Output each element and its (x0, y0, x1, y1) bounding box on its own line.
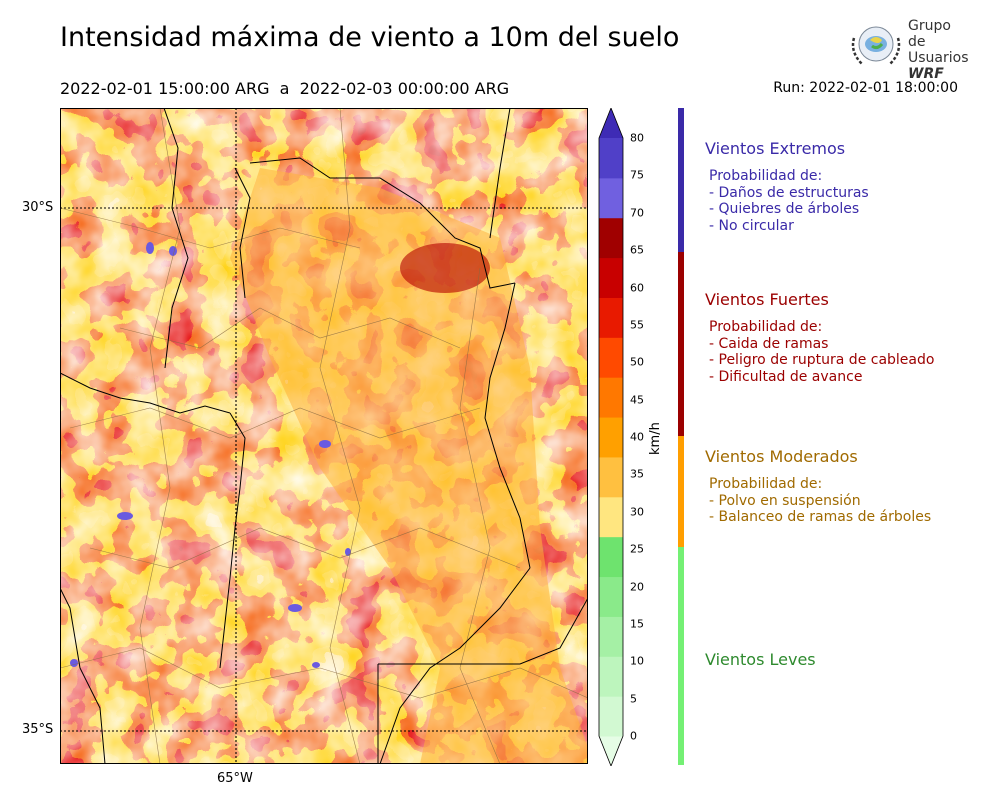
forecast-period: 2022-02-01 15:00:00 ARG a 2022-02-03 00:… (60, 79, 510, 98)
category-title: Vientos Fuertes (705, 290, 829, 309)
colorbar (598, 108, 624, 766)
colorbar-segment (599, 616, 623, 657)
category-color-bar (678, 547, 684, 765)
colorbar-tick-label: 15 (630, 617, 644, 631)
category-color-bar (678, 252, 684, 436)
logo-line-1: Grupo de (908, 18, 951, 50)
wind-category: Vientos Fuertes Probabilidad de: - Caida d… (705, 290, 985, 385)
colorbar-segment (599, 696, 623, 737)
wind-category: Vientos Leves (705, 650, 985, 679)
colorbar-tick-label: 50 (630, 355, 644, 369)
colorbar-segment (599, 217, 623, 259)
category-description-line: - Peligro de ruptura de cableado (709, 352, 935, 368)
category-description-line: - No circular (709, 217, 794, 234)
category-color-bar (678, 436, 684, 547)
colorbar-tick-label: 45 (630, 393, 644, 407)
lon-label-65w: 65°W (217, 771, 253, 786)
colorbar-segment (599, 377, 623, 418)
colorbar-segment (599, 456, 623, 498)
category-description-line: - Quiebres de árboles (709, 201, 860, 217)
colorbar-segment (599, 138, 623, 179)
wind-speed-map (60, 108, 588, 764)
colorbar-segment (599, 576, 623, 617)
category-color-bar (678, 108, 684, 252)
category-description-line: Probabilidad de: (709, 168, 823, 184)
colorbar-over-triangle (599, 108, 623, 138)
colorbar-tick-label: 20 (630, 580, 644, 593)
colorbar-tick-label: 80 (630, 131, 644, 145)
moderate-wind-region (230, 168, 588, 764)
category-title: Vientos Leves (705, 650, 816, 669)
category-description-line: - Polvo en suspensión (709, 492, 861, 509)
colorbar-tick-label: 60 (630, 281, 644, 294)
province-boundaries (60, 108, 588, 764)
lat-label-35s: 35°S (22, 722, 54, 737)
colorbar-outline (598, 108, 624, 766)
graticule (60, 108, 588, 764)
globe-laurel-icon (851, 26, 901, 65)
colorbar-tick-label: 55 (630, 318, 644, 332)
category-description-line: - Balanceo de ramas de árboles (709, 509, 932, 525)
colorbar-tick-label: 25 (630, 542, 644, 556)
run-time: Run: 2022-02-01 18:00:00 (773, 80, 958, 96)
colorbar-segment (599, 656, 623, 697)
strong-wind-patch (400, 243, 490, 293)
colorbar-tick-label: 5 (630, 692, 637, 706)
colorbar-tick-label: 75 (630, 168, 644, 182)
colorbar-segment (599, 257, 623, 298)
colorbar-tick-label: 10 (630, 654, 644, 668)
colorbar-tick-label: 70 (630, 206, 644, 220)
colorbar-segment (599, 337, 623, 378)
colorbar-under-triangle (599, 736, 623, 766)
colorbar-tick-label: 40 (630, 430, 644, 444)
colorbar-segment (599, 177, 623, 219)
logo-line-3: WRF (908, 66, 944, 82)
map-frame (60, 108, 588, 764)
wind-category: Vientos Moderados Probabilidad de: - Polvo… (705, 447, 985, 526)
category-description-line: Probabilidad de: (709, 319, 823, 335)
category-description-line: Probabilidad de: (709, 476, 823, 492)
category-description-line: - Daños de estructuras (709, 184, 869, 201)
category-description-line: - Dificultad de avance (709, 368, 863, 385)
category-title: Vientos Moderados (705, 447, 858, 466)
colorbar-tick-label: 0 (630, 729, 637, 743)
colorbar-unit: km/h (648, 422, 663, 455)
colorbar-segment (599, 536, 623, 578)
colorbar-segment (599, 417, 623, 458)
grupo-usuarios-wrf-logo: Grupo de Usuarios WRF (848, 16, 969, 82)
chart-title: Intensidad máxima de viento a 10m del su… (60, 22, 680, 53)
logo-line-2: Usuarios (908, 50, 969, 66)
colorbar-tick-label: 35 (630, 467, 644, 481)
lat-label-30s: 30°S (22, 200, 54, 215)
wind-category: Vientos Extremos Probabilidad de: - Daños … (705, 139, 985, 234)
colorbar-tick-label: 65 (630, 243, 644, 257)
category-title: Vientos Extremos (705, 139, 846, 158)
colorbar-segment (599, 496, 623, 538)
category-description-line: - Caida de ramas (709, 335, 829, 352)
department-boundaries (60, 108, 588, 764)
colorbar-tick-label: 30 (630, 505, 644, 519)
colorbar-segment (599, 297, 623, 338)
extreme-wind-spots (70, 242, 351, 668)
